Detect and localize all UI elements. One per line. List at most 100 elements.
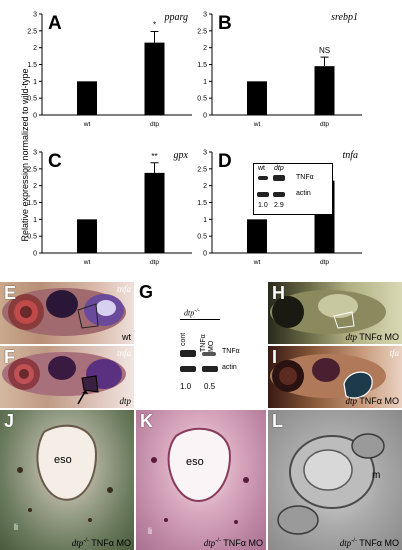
panel-g-lane-mo: TNFα MO	[200, 334, 215, 352]
inset-lane-wt: wt	[258, 165, 265, 172]
y-tick-label: 2.5	[27, 166, 37, 173]
panel-j-eso: eso	[54, 454, 72, 466]
panel-g-quant-2: 0.5	[204, 382, 216, 391]
category-label: wt	[83, 259, 91, 266]
panel-f-gene: tnfa	[116, 348, 131, 358]
y-tick-label: 1	[33, 217, 37, 224]
panel-j-li: li	[14, 522, 18, 532]
y-tick-label: 0.5	[197, 96, 207, 103]
inset-band	[273, 192, 285, 197]
panel-e-gene: tnfa	[116, 284, 131, 294]
panel-g-header: dtp-/-	[184, 308, 200, 318]
panel-i-gene: tfa	[389, 348, 399, 358]
bar	[77, 219, 97, 253]
y-tick-label: 0	[33, 251, 37, 258]
panel-g-row-actin: actin	[222, 364, 237, 371]
y-tick-label: 3	[33, 150, 37, 157]
panel-g-header-sup: -/-	[194, 308, 200, 314]
chart-panel-b: 0 0.5 1 1.5 2 2.5 3 wt NS dtp B srebp1	[197, 12, 362, 128]
y-tick-label: 3	[33, 12, 37, 19]
y-tick-label: 0.5	[27, 96, 37, 103]
y-tick-label: 1.5	[27, 200, 37, 207]
panel-g-band	[180, 366, 196, 372]
panel-letter-g: G	[139, 282, 154, 302]
panel-h-geno: dtp	[345, 332, 357, 342]
panel-letter: A	[48, 13, 62, 34]
panel-letter-h: H	[272, 283, 285, 303]
histo-j-drawing	[17, 424, 113, 522]
y-tick-label: 2.5	[197, 166, 207, 173]
panel-f-image: F tnfa dtp	[0, 346, 134, 408]
panel-l-geno: dtp	[339, 538, 352, 548]
category-label: dtp	[320, 121, 329, 128]
panel-k-image: K eso li dtp-/- TNFα MO	[136, 410, 266, 550]
panel-letter-f: F	[4, 347, 15, 367]
y-tick-label: 3	[203, 150, 207, 157]
panel-letter-l: L	[272, 411, 283, 431]
panel-l-image: L m dtp-/- TNFα MO	[268, 410, 402, 550]
inset-band	[258, 176, 268, 180]
panel-l-sup: -/-	[351, 538, 357, 544]
larva-f-drawing	[2, 352, 126, 405]
inset-row-actin: actin	[296, 190, 311, 197]
y-tick-label: 0	[203, 251, 207, 258]
chart-panel-c: 0 0.5 1 1.5 2 2.5 3 wt ** dtp C gpx	[27, 150, 192, 266]
gene-title: gpx	[174, 150, 189, 161]
panel-i-mo: TNFα MO	[359, 396, 399, 406]
panel-j-image: J eso li dtp-/- TNFα MO	[0, 410, 134, 550]
panel-i-image: I tfa dtp TNFα MO	[268, 346, 402, 408]
panel-l-mo: TNFα MO	[359, 538, 399, 548]
gene-title: tnfa	[342, 150, 358, 161]
panel-letter: B	[218, 13, 232, 34]
category-label: dtp	[150, 121, 159, 128]
category-label: dtp	[320, 259, 329, 266]
y-tick-label: 2	[203, 183, 207, 190]
panel-g-header-geno: dtp	[184, 308, 195, 318]
bar	[144, 42, 165, 115]
panel-h-image: H dtp TNFα MO	[268, 282, 402, 344]
y-tick-label: 2	[33, 183, 37, 190]
inset-band	[257, 192, 269, 197]
y-tick-label: 1.5	[27, 62, 37, 69]
larva-e-drawing	[2, 288, 126, 336]
panel-i-geno: dtp	[345, 396, 357, 406]
panel-i-label: dtp TNFα MO	[345, 396, 399, 406]
inset-quant-1: 1.0	[258, 202, 268, 209]
larva-h-drawing	[270, 290, 386, 334]
significance-label: NS	[319, 46, 330, 55]
y-tick-label: 1	[203, 217, 207, 224]
inset-row-tnfa: TNFα	[296, 174, 314, 181]
panel-k-mo: TNFα MO	[223, 538, 263, 548]
y-tick-label: 0.5	[197, 234, 207, 241]
category-label: wt	[253, 121, 261, 128]
panel-j-label: dtp-/- TNFα MO	[72, 538, 131, 548]
gene-title: srebp1	[331, 12, 358, 23]
panel-f-genotype: dtp	[119, 396, 131, 406]
panel-g-header-line	[180, 319, 220, 320]
bar	[77, 81, 97, 115]
gene-title: pparg	[163, 12, 188, 23]
panel-k-sup: -/-	[215, 538, 221, 544]
y-tick-label: 2	[203, 45, 207, 52]
panel-j-sup: -/-	[83, 538, 89, 544]
bar	[144, 172, 165, 253]
panel-g-lane-cont: cont	[180, 332, 187, 346]
y-tick-label: 2.5	[27, 28, 37, 35]
y-tick-label: 0	[33, 113, 37, 120]
em-l-drawing	[277, 433, 385, 535]
panel-e-image: E tnfa wt	[0, 282, 134, 344]
inset-blot-d: wt dtp TNFα actin 1.0 2.9	[253, 163, 333, 215]
panel-e-genotype: wt	[122, 332, 131, 342]
panel-k-li: li	[148, 526, 152, 536]
y-tick-label: 1.5	[197, 62, 207, 69]
panel-k-eso: eso	[186, 456, 204, 468]
significance-label: **	[151, 152, 157, 161]
panel-h-label: dtp TNFα MO	[345, 332, 399, 342]
larva-i-drawing	[270, 354, 386, 399]
panel-letter: C	[48, 151, 62, 172]
category-label: wt	[83, 121, 91, 128]
panel-g-band	[202, 366, 218, 372]
bar	[247, 81, 267, 115]
category-label: dtp	[150, 259, 159, 266]
panel-g-band	[180, 350, 196, 357]
